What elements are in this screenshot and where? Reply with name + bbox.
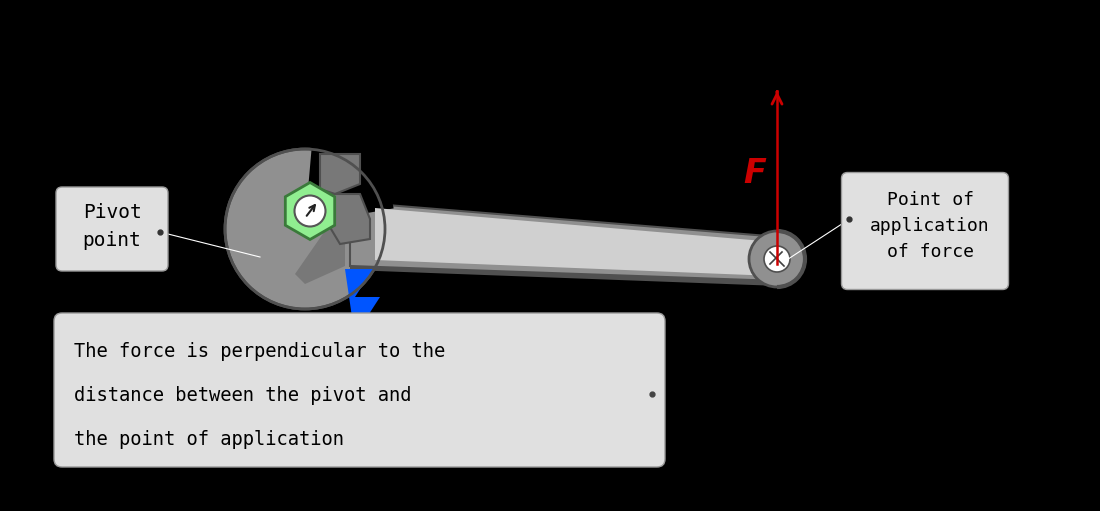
Polygon shape (336, 269, 380, 354)
Polygon shape (320, 154, 360, 194)
Text: F: F (744, 156, 767, 190)
Circle shape (749, 231, 805, 287)
Text: The force is perpendicular to the: The force is perpendicular to the (74, 341, 446, 360)
Circle shape (226, 149, 385, 309)
Polygon shape (285, 182, 334, 240)
FancyBboxPatch shape (54, 313, 665, 467)
Polygon shape (350, 202, 780, 281)
Polygon shape (295, 202, 345, 284)
FancyBboxPatch shape (56, 187, 168, 271)
Polygon shape (324, 194, 370, 244)
Text: Point of
application
of force: Point of application of force (870, 191, 990, 262)
Wedge shape (305, 134, 394, 224)
Text: Pivot
point: Pivot point (82, 202, 142, 249)
Text: the point of application: the point of application (74, 430, 344, 449)
Circle shape (295, 196, 326, 226)
Polygon shape (350, 266, 780, 286)
Circle shape (764, 246, 790, 272)
Polygon shape (375, 208, 776, 276)
Text: distance between the pivot and: distance between the pivot and (74, 385, 411, 405)
FancyBboxPatch shape (842, 173, 1009, 290)
